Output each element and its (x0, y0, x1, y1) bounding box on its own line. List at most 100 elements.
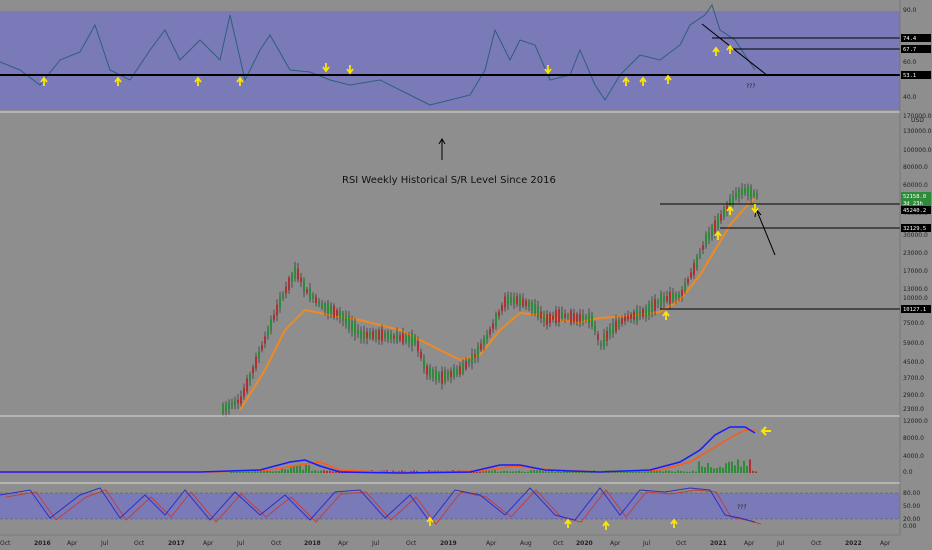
candle (609, 328, 611, 335)
annotation-arrow-head (438, 138, 446, 145)
time-tick-label: Jul (371, 540, 380, 547)
macd-bar (695, 471, 697, 473)
time-tick-label: Apr (880, 540, 891, 547)
time-tick-label: 2020 (576, 540, 593, 547)
candle (732, 195, 734, 204)
price-tick-label: 100000.0 (903, 147, 932, 154)
candle (507, 295, 509, 305)
price-tick-label: 130000.0 (903, 128, 932, 135)
macd-bar (746, 465, 748, 473)
candle (375, 330, 377, 340)
macd-bar (584, 471, 586, 473)
stoch-panel: ??? (0, 482, 932, 525)
time-tick-label: 2019 (440, 540, 457, 547)
candle (555, 310, 557, 324)
candle (576, 314, 578, 322)
macd-bar (626, 470, 628, 473)
current-price-countdown: 3d 23h (903, 201, 923, 207)
macd-bar (671, 471, 673, 473)
candle (753, 191, 755, 197)
candle (528, 301, 530, 308)
macd-bar (677, 470, 679, 473)
candle (339, 311, 341, 318)
candle (603, 334, 605, 347)
candle (333, 305, 335, 318)
time-tick-label: Apr (744, 540, 755, 547)
price-tick-label: 2900.0 (903, 392, 924, 399)
candle (225, 403, 227, 412)
macd-bar (740, 466, 742, 473)
macd-bar (659, 470, 661, 473)
candle (669, 292, 671, 304)
candle (405, 335, 407, 342)
macd-tick-label: 12000.0 (903, 418, 928, 425)
macd-bar (548, 471, 550, 473)
macd-bar (512, 471, 514, 473)
candle (711, 226, 713, 236)
macd-bar (545, 471, 547, 473)
macd-bar (329, 470, 331, 473)
macd-bar (530, 470, 532, 473)
macd-signal-line (0, 429, 755, 474)
candle (756, 193, 758, 197)
candle (249, 374, 251, 381)
candle (726, 205, 728, 212)
rsi-level-tag: 74.4 (903, 36, 917, 42)
candle (354, 322, 356, 336)
candle (735, 192, 737, 198)
candle (267, 329, 269, 336)
time-tick-label: Apr (338, 540, 349, 547)
current-price-tag: 52158.0 (903, 194, 926, 200)
candle (480, 343, 482, 350)
macd-bar (269, 470, 271, 473)
macd-bar (320, 470, 322, 473)
candle (273, 314, 275, 321)
candle (657, 300, 659, 304)
macd-bar (302, 469, 304, 473)
candle (612, 323, 614, 334)
time-tick-label: Oct (406, 540, 417, 547)
candle (495, 313, 497, 327)
macd-bar (290, 467, 292, 473)
macd-bar (476, 470, 478, 473)
candle (288, 277, 290, 291)
macd-bar (743, 460, 745, 473)
macd-bar (242, 471, 244, 473)
candle (276, 304, 278, 316)
candle (567, 314, 569, 318)
price-level-tag-bg (901, 224, 931, 232)
candle (501, 304, 503, 312)
macd-bar (482, 471, 484, 473)
candle (633, 311, 635, 320)
time-tick-label: 2016 (34, 540, 51, 547)
candle (546, 314, 548, 326)
candle (642, 308, 644, 317)
candle (258, 351, 260, 359)
candle (234, 400, 236, 406)
stoch-d-line (5, 489, 762, 525)
macd-bar (686, 471, 688, 473)
price-tick-label: 17000.0 (903, 268, 928, 275)
rsi-level-tag: 67.7 (903, 47, 916, 53)
macd-bar (551, 470, 553, 473)
candle (435, 370, 437, 381)
macd-bar (755, 471, 757, 473)
candle (645, 307, 647, 317)
candle (447, 371, 449, 379)
candle (708, 231, 710, 240)
candle (498, 311, 500, 317)
price-tick-label: 5900.0 (903, 340, 924, 347)
candle (513, 296, 515, 304)
candle (504, 296, 506, 308)
candle (720, 214, 722, 221)
candle (228, 402, 230, 410)
candle (429, 367, 431, 377)
time-axis: Oct 2016 Apr Jul Oct 2017 Apr Jul Oct 2018 Apr Jul O… (0, 534, 932, 550)
price-axis: 90.0 60.0 40.0 170000.0 130000.0 100000.0 8000… (899, 0, 932, 550)
macd-bar (287, 469, 289, 473)
macd-bar (623, 471, 625, 473)
candle (516, 296, 518, 305)
macd-bar (737, 459, 739, 473)
yellow-down-arrow (346, 65, 354, 75)
candle (381, 329, 383, 342)
